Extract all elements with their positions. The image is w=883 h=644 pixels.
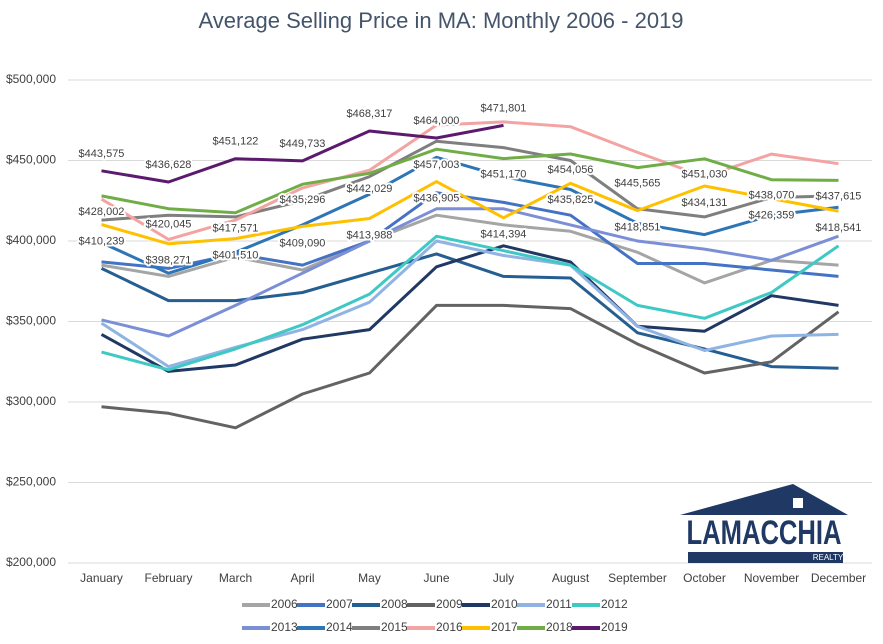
x-tick-label: September — [608, 571, 667, 585]
data-label: $443,575 — [79, 148, 125, 160]
logo: LAMACCHIA REALTY — [680, 484, 848, 563]
data-label: $413,988 — [347, 229, 393, 241]
legend-label: 2007 — [326, 597, 353, 611]
data-label: $449,733 — [280, 138, 326, 150]
logo-tagline: REALTY — [813, 553, 844, 562]
data-label: $435,296 — [280, 194, 326, 206]
y-tick-label: $350,000 — [6, 314, 56, 328]
data-label: $436,905 — [414, 192, 460, 204]
x-tick-label: March — [219, 571, 252, 585]
legend-label: 2018 — [546, 620, 573, 634]
y-tick-label: $450,000 — [6, 153, 56, 167]
logo-roof — [680, 484, 848, 515]
series-line — [100, 252, 839, 370]
x-tick-label: August — [552, 571, 590, 585]
data-label: $445,565 — [615, 178, 661, 190]
legend-label: 2008 — [381, 597, 408, 611]
legend-label: 2012 — [601, 597, 628, 611]
x-tick-label: January — [80, 571, 123, 585]
legend-label: 2016 — [436, 620, 463, 634]
plot: $200,000 $250,000 $300,000 $350,000 $400,000… — [6, 72, 872, 634]
series-line — [101, 123, 504, 184]
series-line — [100, 244, 839, 373]
data-label: $414,394 — [481, 229, 527, 241]
legend-label: 2009 — [436, 597, 463, 611]
series-line — [101, 213, 839, 285]
chart-title: Average Selling Price in MA: Monthly 200… — [198, 8, 683, 33]
series-line — [101, 139, 839, 222]
data-label: $437,615 — [816, 190, 862, 202]
legend-label: 2014 — [326, 620, 353, 634]
data-label: $438,070 — [749, 190, 795, 202]
x-tick-label: November — [744, 571, 799, 585]
legend-label: 2013 — [271, 620, 298, 634]
data-label: $418,851 — [615, 222, 661, 234]
x-tick-label: June — [423, 571, 449, 585]
series-line — [101, 147, 839, 215]
data-label: $451,170 — [481, 169, 527, 181]
data-label: $418,541 — [816, 222, 862, 234]
x-tick-label: December — [811, 571, 866, 585]
data-label: $417,571 — [213, 223, 259, 235]
legend-label: 2011 — [546, 597, 572, 611]
data-label: $451,030 — [682, 169, 728, 181]
y-tick-label: $200,000 — [6, 555, 56, 569]
logo-bar — [688, 552, 843, 563]
legend-label: 2017 — [491, 620, 518, 634]
data-label: $428,002 — [79, 206, 125, 218]
y-tick-label: $300,000 — [6, 394, 56, 408]
legend-label: 2019 — [601, 620, 628, 634]
logo-window — [793, 498, 803, 508]
data-label: $457,003 — [414, 159, 460, 171]
series-line — [101, 234, 840, 372]
legend-label: 2015 — [381, 620, 408, 634]
series-line — [100, 155, 839, 275]
data-label: $471,801 — [481, 102, 527, 114]
data-label: $434,131 — [682, 197, 728, 209]
data-label: $451,122 — [213, 136, 259, 148]
x-tick-label: May — [358, 571, 381, 585]
legend-label: 2006 — [271, 597, 298, 611]
y-tick-label: $400,000 — [6, 233, 56, 247]
data-label: $468,317 — [347, 108, 393, 120]
x-tick-label: October — [683, 571, 726, 585]
data-label: $454,056 — [548, 164, 594, 176]
data-label: $398,271 — [146, 255, 192, 267]
series-line — [101, 303, 840, 430]
legend-label: 2010 — [491, 597, 518, 611]
data-label: $435,825 — [548, 194, 594, 206]
series-line — [101, 180, 839, 246]
series-line — [100, 239, 839, 369]
logo-name: LAMACCHIA — [687, 514, 842, 552]
y-tick-label: $500,000 — [6, 72, 56, 86]
data-label: $409,090 — [280, 237, 326, 249]
data-label: $442,029 — [347, 183, 393, 195]
x-tick-label: July — [493, 571, 514, 585]
series-line — [101, 207, 840, 338]
data-label: $401,510 — [213, 249, 259, 261]
x-tick-label: February — [144, 571, 192, 585]
x-tick-label: April — [290, 571, 314, 585]
data-label: $420,045 — [146, 219, 192, 231]
data-label: $410,239 — [79, 235, 125, 247]
data-label: $436,628 — [146, 159, 192, 171]
y-tick-label: $250,000 — [6, 475, 56, 489]
data-label: $464,000 — [414, 115, 460, 127]
series-line — [100, 120, 839, 241]
data-label: $426,359 — [749, 209, 795, 221]
